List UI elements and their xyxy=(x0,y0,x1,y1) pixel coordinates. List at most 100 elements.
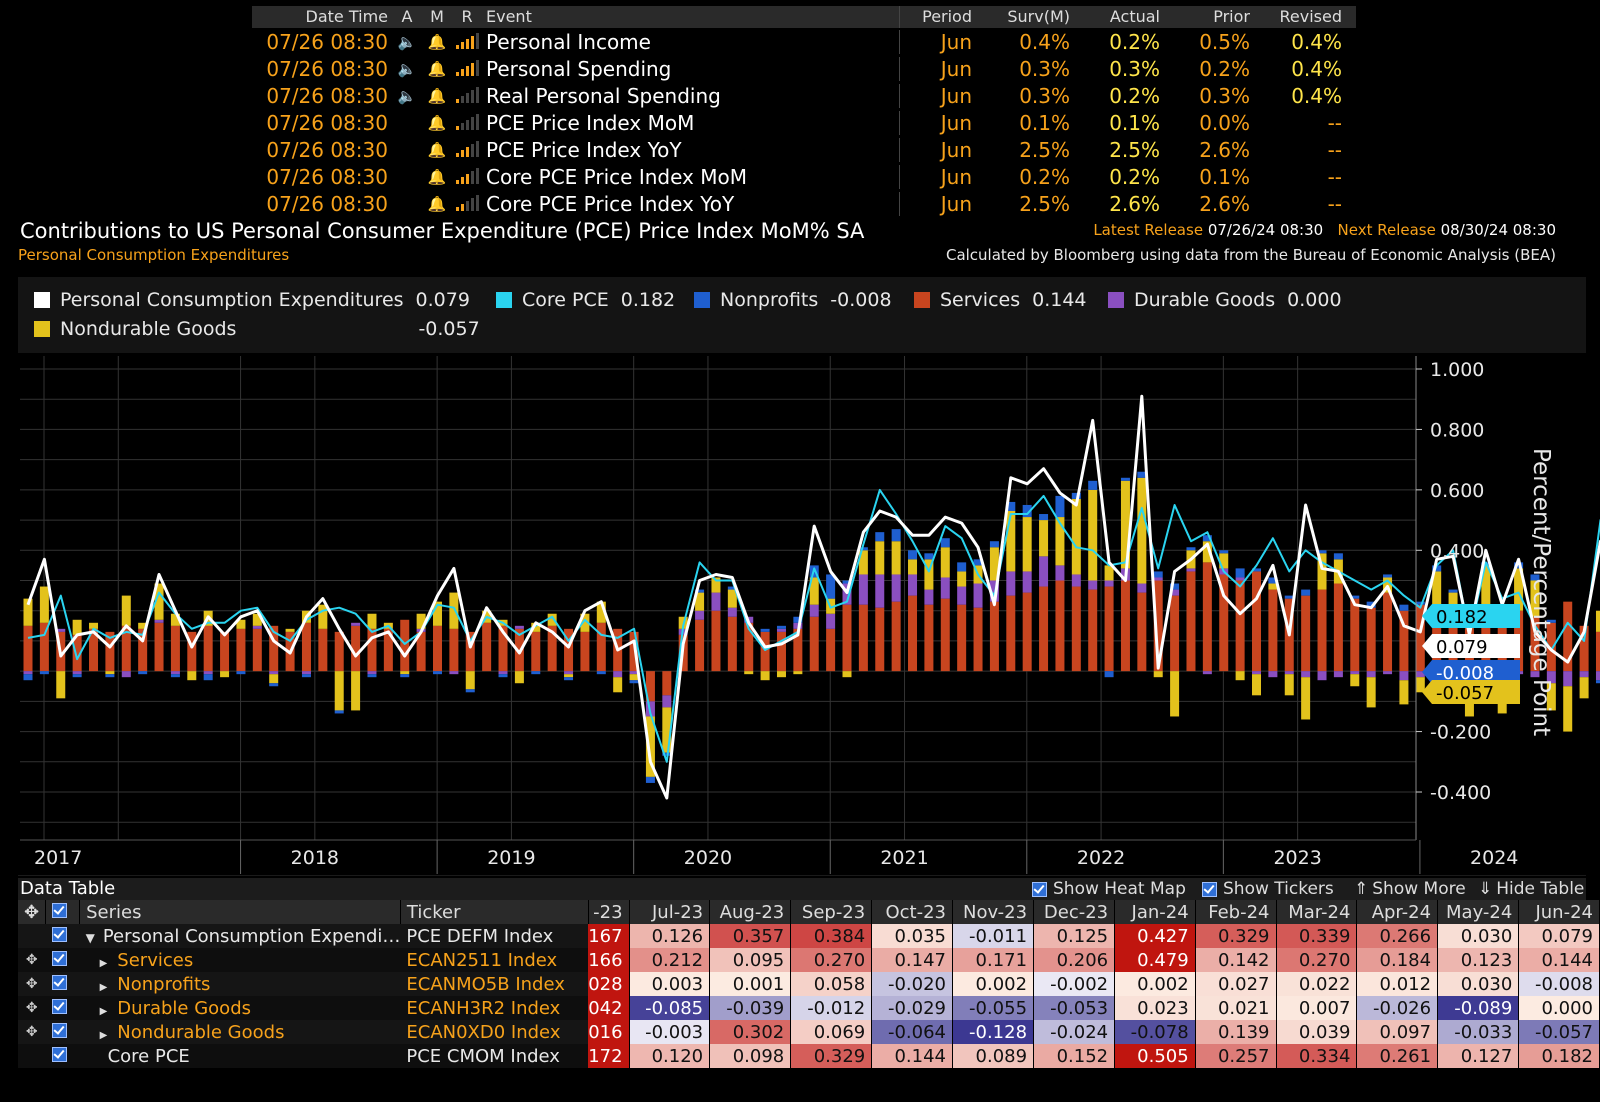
bar-segment[interactable] xyxy=(72,674,82,678)
bar-segment[interactable] xyxy=(1252,674,1261,696)
bar-segment[interactable] xyxy=(269,625,279,672)
bar-segment[interactable] xyxy=(957,571,967,587)
calendar-row[interactable]: 07/26 08:30 🔈 🔔 Real Personal Spending Jun 0.… xyxy=(252,82,1356,109)
bar-segment[interactable] xyxy=(924,589,934,605)
bar-segment[interactable] xyxy=(891,574,901,602)
value-cell[interactable]: 0.261 xyxy=(1356,1044,1439,1068)
series-name[interactable]: Core PCE xyxy=(107,1045,190,1067)
bar-segment[interactable] xyxy=(154,583,164,620)
calendar-row[interactable]: 07/26 08:30 🔔 Core PCE Price Index MoM Jun 0… xyxy=(252,163,1356,190)
value-cell[interactable]: -0.085 xyxy=(629,996,711,1020)
bar-segment[interactable] xyxy=(858,550,868,575)
bar-segment[interactable] xyxy=(989,547,999,581)
bar-segment[interactable] xyxy=(727,616,737,672)
bar-segment[interactable] xyxy=(826,574,836,599)
value-cell[interactable]: 0.022 xyxy=(1276,972,1358,996)
show-more-button[interactable]: ⇑ Show More xyxy=(1354,879,1466,899)
checkbox-icon[interactable] xyxy=(52,1022,68,1038)
bar-segment[interactable] xyxy=(580,631,590,672)
bar-segment[interactable] xyxy=(1546,619,1556,623)
event-name[interactable]: Core PCE Price Index MoM xyxy=(482,164,900,189)
bar-segment[interactable] xyxy=(351,625,361,672)
row-checkbox-cell[interactable] xyxy=(45,1044,80,1068)
bar-segment[interactable] xyxy=(1514,568,1524,611)
bar-segment[interactable] xyxy=(596,622,606,672)
ticker-header[interactable]: Ticker xyxy=(400,900,589,924)
legend-item[interactable]: Services 0.144 xyxy=(914,289,1087,311)
value-cell[interactable]: -0.003 xyxy=(629,1020,711,1044)
bar-segment[interactable] xyxy=(989,601,999,672)
bar-segment[interactable] xyxy=(1399,671,1409,681)
value-cell[interactable]: 0.212 xyxy=(629,948,711,972)
bar-segment[interactable] xyxy=(105,674,115,678)
value-cell[interactable]: -0.008 xyxy=(1518,972,1600,996)
value-cell[interactable]: -0.026 xyxy=(1356,996,1439,1020)
bar-segment[interactable] xyxy=(449,628,459,672)
month-header[interactable]: Nov-23 xyxy=(952,900,1035,924)
ticker[interactable]: ECAN0XD0 Index xyxy=(406,1021,561,1043)
bar-segment[interactable] xyxy=(1088,580,1098,590)
bar-segment[interactable] xyxy=(957,586,967,605)
ticker[interactable]: ECAN2511 Index xyxy=(406,949,558,971)
bar-segment[interactable] xyxy=(629,674,639,681)
value-cell[interactable]: -0.020 xyxy=(871,972,953,996)
bar-segment[interactable] xyxy=(39,622,49,672)
pce-contributions-chart[interactable]: 1.000 0.800 0.600 0.400 -0.200 -0.400 Percent/… xyxy=(0,356,1600,876)
value-cell[interactable]: 0.000 xyxy=(1518,996,1600,1020)
bar-segment[interactable] xyxy=(1219,553,1229,569)
value-cell[interactable]: 0.427 xyxy=(1114,924,1196,948)
value-cell[interactable]: 0.270 xyxy=(1276,948,1358,972)
bar-segment[interactable] xyxy=(1301,677,1311,720)
bar-segment[interactable] xyxy=(1170,583,1180,590)
ticker[interactable]: ECANH3R2 Index xyxy=(406,997,561,1019)
row-checkbox-cell[interactable] xyxy=(45,996,80,1020)
bar-segment[interactable] xyxy=(1268,577,1278,584)
bar-segment[interactable] xyxy=(596,671,606,675)
bar-segment[interactable] xyxy=(564,674,574,678)
bar-segment[interactable] xyxy=(23,625,33,672)
bell-icon[interactable]: 🔔 xyxy=(427,113,447,132)
bar-segment[interactable] xyxy=(23,674,33,681)
bar-segment[interactable] xyxy=(989,541,999,548)
value-cell[interactable]: -0.078 xyxy=(1114,1020,1196,1044)
bar-segment[interactable] xyxy=(908,574,918,596)
row-move-handle[interactable]: ✥ xyxy=(18,948,46,972)
bar-segment[interactable] xyxy=(1088,489,1098,581)
bar-segment[interactable] xyxy=(154,619,164,623)
bar-segment[interactable] xyxy=(514,671,524,684)
bar-segment[interactable] xyxy=(39,586,49,623)
bar-segment[interactable] xyxy=(957,604,967,672)
bar-segment[interactable] xyxy=(236,671,246,675)
bar-segment[interactable] xyxy=(858,604,868,672)
bar-segment[interactable] xyxy=(89,622,99,629)
bar-segment[interactable] xyxy=(1563,686,1573,732)
value-cell[interactable]: 016 xyxy=(588,1020,630,1044)
bar-segment[interactable] xyxy=(1022,592,1032,672)
bar-segment[interactable] xyxy=(367,613,377,629)
checkbox-icon[interactable] xyxy=(52,998,68,1014)
bar-segment[interactable] xyxy=(1153,671,1163,678)
row-checkbox-cell[interactable] xyxy=(45,972,80,996)
bar-segment[interactable] xyxy=(1595,680,1600,684)
value-cell[interactable]: 0.329 xyxy=(1195,924,1277,948)
bar-segment[interactable] xyxy=(564,628,574,672)
bar-segment[interactable] xyxy=(1104,580,1114,587)
series-name-cell[interactable]: ▶ Nondurable Goods xyxy=(79,1020,401,1044)
bar-segment[interactable] xyxy=(1530,671,1540,678)
bar-segment[interactable] xyxy=(940,547,950,578)
value-cell[interactable]: 0.021 xyxy=(1195,996,1277,1020)
series-name-cell[interactable]: ▼ Personal Consumption Expendi… xyxy=(79,924,401,948)
bar-segment[interactable] xyxy=(1383,671,1393,675)
data-table-row[interactable]: ✥ ▶ Nondurable Goods ECAN0XD0 Index 016 -0.00… xyxy=(18,1020,1600,1044)
legend-item[interactable]: Nondurable Goods -0.057 xyxy=(34,318,480,340)
bar-segment[interactable] xyxy=(1546,683,1556,711)
bar-segment[interactable] xyxy=(433,601,442,626)
value-cell[interactable]: 0.334 xyxy=(1276,1044,1358,1068)
bar-segment[interactable] xyxy=(170,625,180,672)
bar-segment[interactable] xyxy=(105,631,115,672)
bar-segment[interactable] xyxy=(1366,671,1376,678)
bar-segment[interactable] xyxy=(1170,595,1180,672)
bell-icon[interactable]: 🔔 xyxy=(427,194,447,213)
bar-segment[interactable] xyxy=(1546,622,1556,672)
bar-segment[interactable] xyxy=(1071,492,1081,499)
